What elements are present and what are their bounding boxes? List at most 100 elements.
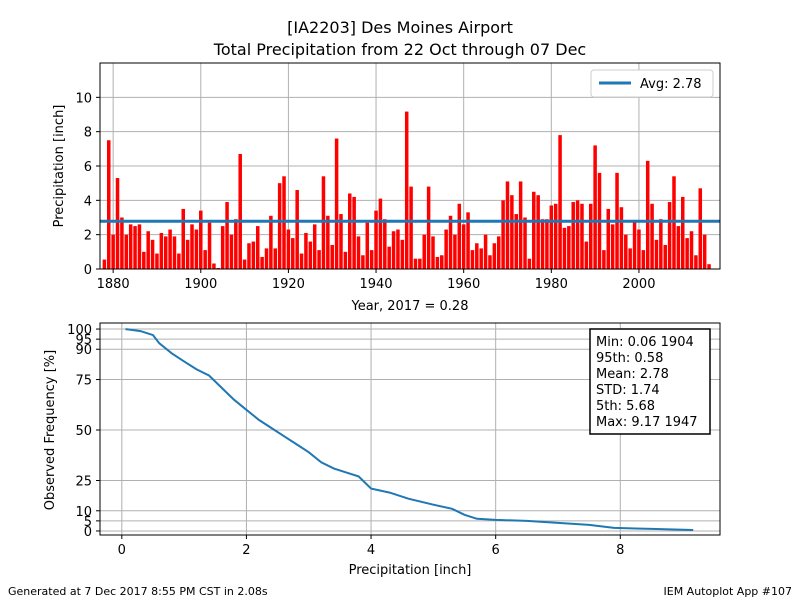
bar (277, 183, 282, 269)
bar (689, 231, 694, 269)
bar (369, 250, 374, 269)
x-tick-label: 4 (367, 543, 375, 558)
bar (702, 234, 707, 269)
bar (571, 202, 575, 269)
bar (505, 181, 510, 269)
bar (475, 243, 479, 269)
bar (676, 226, 681, 269)
bar (540, 219, 545, 269)
bar (523, 217, 527, 269)
bar (431, 236, 435, 269)
stats-std: STD: 1.74 (596, 383, 660, 398)
bar (356, 236, 361, 269)
bar (593, 145, 597, 269)
bar (203, 250, 207, 269)
top-plot-bars (102, 111, 711, 269)
y-tick-label: 25 (75, 474, 92, 489)
bar (536, 195, 540, 269)
bar (199, 210, 203, 269)
bar (514, 214, 519, 269)
y-tick-label: 100 (67, 323, 92, 338)
legend-box (590, 69, 714, 98)
stats-95th: 95th: 0.58 (596, 351, 663, 366)
bar (387, 246, 391, 269)
stats-5th: 5th: 5.68 (596, 399, 655, 414)
y-tick-label: 0 (84, 525, 92, 540)
bar (400, 239, 405, 269)
bar (185, 239, 190, 269)
bar (326, 215, 330, 269)
bar (606, 208, 611, 269)
y-tick-label: 0 (84, 263, 92, 278)
bar (242, 259, 247, 269)
bar (194, 229, 199, 269)
bar (383, 219, 387, 269)
bar (172, 236, 177, 269)
y-tick-label: 75 (75, 374, 92, 389)
bar (295, 190, 299, 269)
bar (352, 196, 356, 269)
stats-min: Min: 0.06 1904 (596, 335, 694, 350)
bar (155, 253, 159, 269)
bar (396, 229, 400, 269)
x-tick-label: 1880 (97, 277, 130, 292)
bar (124, 234, 129, 269)
bar (190, 224, 194, 269)
x-tick-label: 1940 (359, 277, 392, 292)
bar (168, 229, 172, 269)
bar (479, 248, 483, 269)
x-tick-label: 2 (242, 543, 250, 558)
bar (488, 255, 492, 269)
bar (391, 231, 396, 269)
bar (694, 255, 698, 269)
chart-title-line1: [IA2203] Des Moines Airport (287, 18, 513, 37)
bar (330, 244, 334, 269)
footer-generated: Generated at 7 Dec 2017 8:55 PM CST in 2… (8, 585, 268, 598)
bar (549, 205, 554, 269)
top-ylabel: Precipitation [inch] (52, 105, 67, 228)
bar (361, 255, 365, 269)
bar (225, 202, 229, 269)
y-tick-label: 6 (84, 160, 92, 175)
bar (453, 234, 457, 269)
bar (681, 196, 685, 269)
top-legend: Avg: 2.78 (590, 69, 714, 98)
bar (510, 195, 514, 269)
y-tick-label: 10 (75, 505, 92, 520)
bar (553, 203, 558, 269)
bar (632, 220, 637, 269)
bar (146, 231, 150, 269)
bar (181, 208, 186, 269)
bar (588, 203, 593, 269)
bar (220, 226, 225, 269)
bar (163, 236, 168, 269)
x-tick-label: 8 (616, 543, 624, 558)
bar (264, 248, 269, 269)
bar (216, 267, 221, 269)
bar (418, 258, 422, 269)
bar (501, 200, 505, 269)
bar (312, 224, 317, 269)
bar (426, 186, 431, 269)
bar (102, 259, 107, 269)
bar (207, 222, 212, 269)
bar (466, 212, 470, 269)
bar (496, 236, 501, 269)
bar (532, 191, 536, 269)
bar (273, 248, 278, 269)
bar (308, 241, 313, 269)
x-tick-label: 1920 (272, 277, 305, 292)
bar (457, 203, 462, 269)
footer-app: IEM Autoplot App #107 (663, 585, 793, 598)
bar (142, 251, 146, 269)
bar (260, 256, 264, 269)
bar (238, 153, 242, 269)
x-tick-label: 2000 (622, 277, 655, 292)
bar (492, 243, 497, 269)
bar (667, 202, 672, 269)
bar (339, 214, 343, 269)
bar (483, 234, 488, 269)
bar (137, 224, 142, 269)
bar (374, 210, 378, 269)
